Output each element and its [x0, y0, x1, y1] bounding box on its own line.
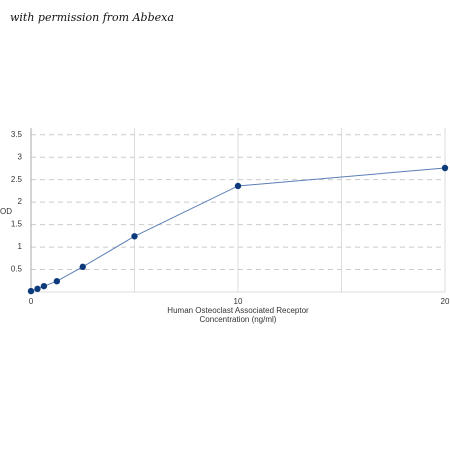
data-point: [40, 282, 48, 290]
x-axis-label: Human Osteoclast Associated Receptor: [167, 306, 309, 315]
y-tick-label: 3: [18, 152, 23, 161]
y-tick-label: 1.5: [11, 220, 23, 229]
x-tick-label: 10: [234, 297, 243, 306]
data-point: [234, 182, 242, 190]
y-tick-label: 3.5: [11, 130, 23, 139]
data-point: [53, 278, 61, 285]
x-tick-label: 0: [29, 297, 34, 306]
data-point: [27, 287, 35, 295]
data-point: [441, 164, 449, 172]
data-point: [34, 285, 41, 293]
x-tick-label: 20: [441, 297, 450, 306]
y-tick-label: 0.5: [11, 265, 23, 274]
y-axis-label: OD: [0, 207, 12, 216]
data-point: [79, 263, 86, 271]
y-tick-label: 2.5: [11, 175, 23, 184]
permission-note: with permission from Abbexa: [10, 11, 174, 24]
y-tick-label: 2: [18, 197, 23, 206]
x-axis-label: Concentration (ng/ml): [200, 315, 277, 324]
y-tick-label: 1: [18, 242, 23, 251]
data-point: [131, 233, 138, 240]
